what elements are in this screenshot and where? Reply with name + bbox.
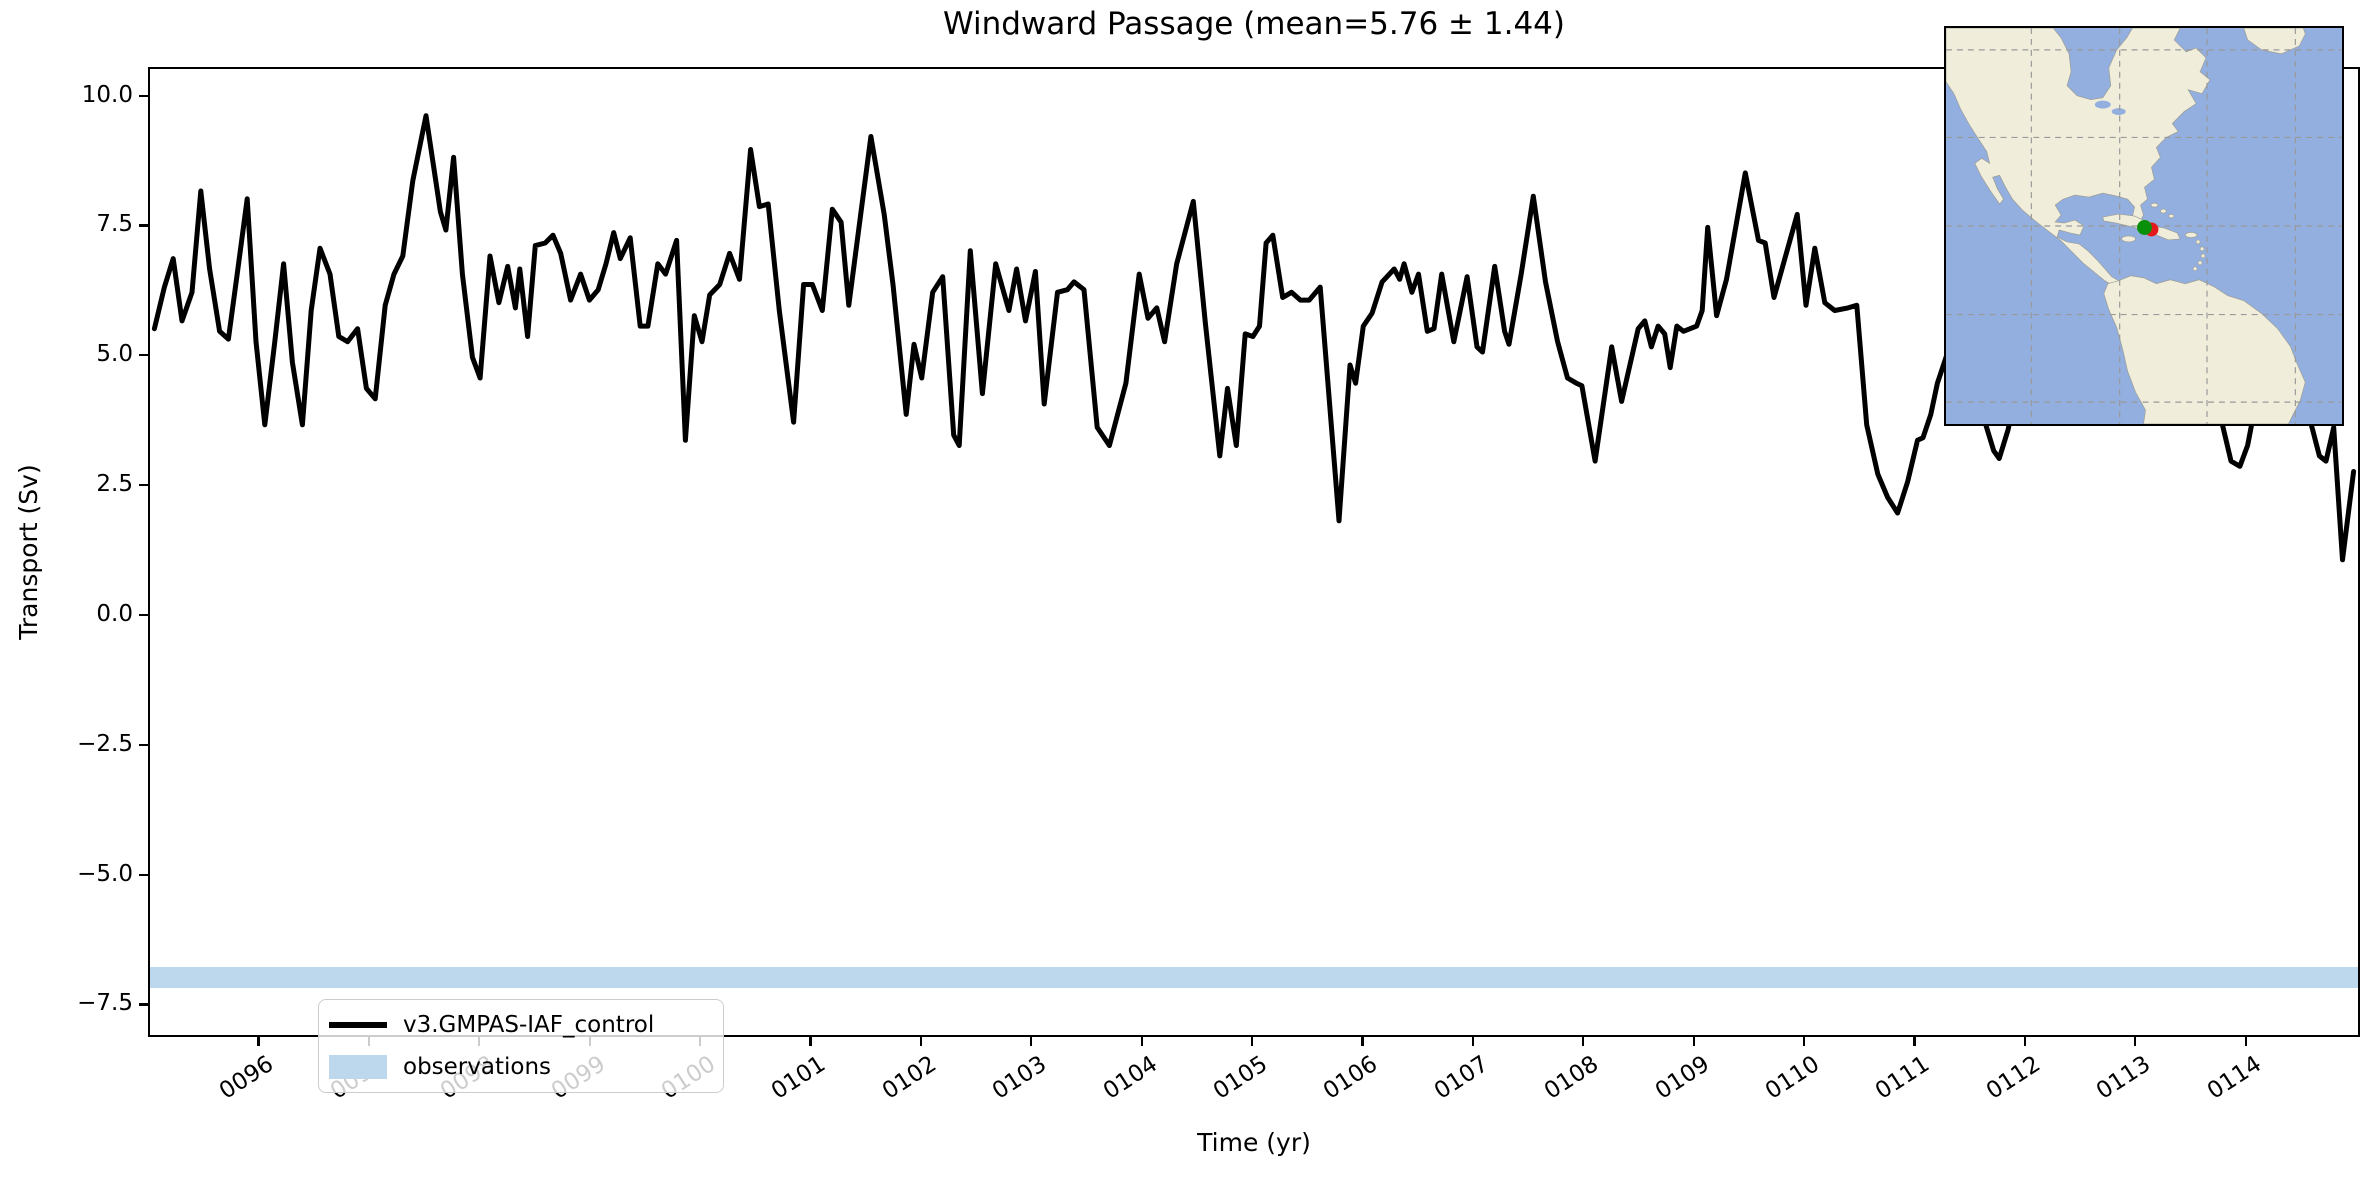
x-tick-mark [2023, 1037, 2026, 1046]
antilles-island [2192, 266, 2198, 272]
x-tick-mark [2244, 1037, 2247, 1046]
y-tick-mark [139, 224, 148, 227]
jamaica-island [2121, 235, 2136, 243]
page-title: Windward Passage (mean=5.76 ± 1.44) [943, 6, 1565, 42]
y-tick-mark [139, 484, 148, 487]
x-tick-mark [1803, 1037, 1806, 1046]
north-america-landmass [1946, 28, 2211, 288]
x-tick-mark [1140, 1037, 1143, 1046]
plot-clip-region [150, 69, 2358, 1035]
x-tick-mark [257, 1037, 260, 1046]
x-tick-label: 0106 [1319, 1051, 1383, 1105]
marker-green-icon [2137, 220, 2152, 235]
map-svg [1946, 28, 2342, 424]
antilles-island [2200, 253, 2206, 259]
legend-entry-observations: observations [329, 1050, 713, 1084]
x-tick-mark [809, 1037, 812, 1046]
y-tick-label: −7.5 [77, 990, 133, 1017]
model-series-line [151, 113, 2357, 563]
map-gridlines [1946, 28, 2342, 424]
antilles-island [2195, 239, 2201, 245]
x-axis-label: Time (yr) [1197, 1128, 1311, 1157]
observations-band [150, 967, 2358, 989]
x-tick-label: 0096 [215, 1051, 279, 1105]
y-tick-label: 2.5 [96, 471, 133, 498]
y-tick-label: −5.0 [77, 860, 133, 887]
y-tick-label: 5.0 [96, 341, 133, 368]
x-tick-mark [919, 1037, 922, 1046]
plot-area: v3.GMPAS-IAF_control observations [148, 67, 2360, 1093]
x-tick-label: 0103 [988, 1051, 1052, 1105]
legend-label-observations: observations [403, 1054, 552, 1080]
legend-label-model: v3.GMPAS-IAF_control [403, 1012, 655, 1038]
y-tick-mark [139, 1003, 148, 1006]
x-tick-mark [1251, 1037, 1254, 1046]
y-tick-label: 10.0 [81, 81, 133, 108]
x-tick-label: 0105 [1208, 1051, 1273, 1105]
great-lake [2094, 100, 2111, 109]
x-tick-label: 0111 [1871, 1051, 1935, 1105]
x-tick-label: 0104 [1098, 1051, 1162, 1105]
y-tick-label: −2.5 [77, 730, 133, 757]
x-tick-mark [1030, 1037, 1033, 1046]
great-lake [2111, 108, 2126, 116]
y-tick-mark [139, 613, 148, 617]
y-axis-label: Transport (Sv) [14, 464, 43, 640]
x-tick-mark [1361, 1037, 1364, 1046]
x-tick-label: 0109 [1650, 1051, 1714, 1105]
bahamas-island [2168, 213, 2175, 219]
x-tick-label: 0107 [1429, 1051, 1493, 1105]
transport-line-chart [151, 113, 2357, 563]
bahamas-island [2160, 208, 2167, 214]
y-tick-label: 7.5 [96, 211, 133, 238]
x-tick-label: 0110 [1760, 1051, 1825, 1105]
y-tick-label: 0.0 [96, 600, 133, 627]
legend-entry-model: v3.GMPAS-IAF_control [329, 1008, 713, 1042]
y-tick-mark [139, 354, 148, 357]
x-tick-mark [2134, 1037, 2137, 1046]
x-tick-mark [1471, 1037, 1474, 1046]
inset-location-map [1944, 26, 2344, 426]
x-tick-label: 0102 [877, 1051, 941, 1105]
x-tick-label: 0112 [1981, 1051, 2045, 1105]
map-landmasses [1946, 28, 2306, 424]
antilles-island [2197, 260, 2203, 266]
y-tick-mark [139, 873, 148, 876]
model-line-swatch-icon [329, 1022, 387, 1028]
x-tick-label: 0108 [1540, 1051, 1604, 1105]
x-tick-mark [1582, 1037, 1585, 1046]
antilles-island [2199, 246, 2205, 252]
x-tick-mark [1692, 1037, 1695, 1046]
x-tick-mark [1913, 1037, 1916, 1046]
y-tick-mark [139, 743, 148, 746]
x-tick-label: 0114 [2202, 1051, 2266, 1105]
puerto-rico-island [2184, 232, 2198, 238]
x-tick-label: 0113 [2092, 1051, 2156, 1105]
observations-swatch-icon [329, 1055, 387, 1079]
y-tick-mark [139, 94, 148, 97]
bahamas-island [2150, 202, 2159, 208]
x-tick-label: 0101 [767, 1051, 831, 1105]
legend: v3.GMPAS-IAF_control observations [318, 999, 724, 1093]
